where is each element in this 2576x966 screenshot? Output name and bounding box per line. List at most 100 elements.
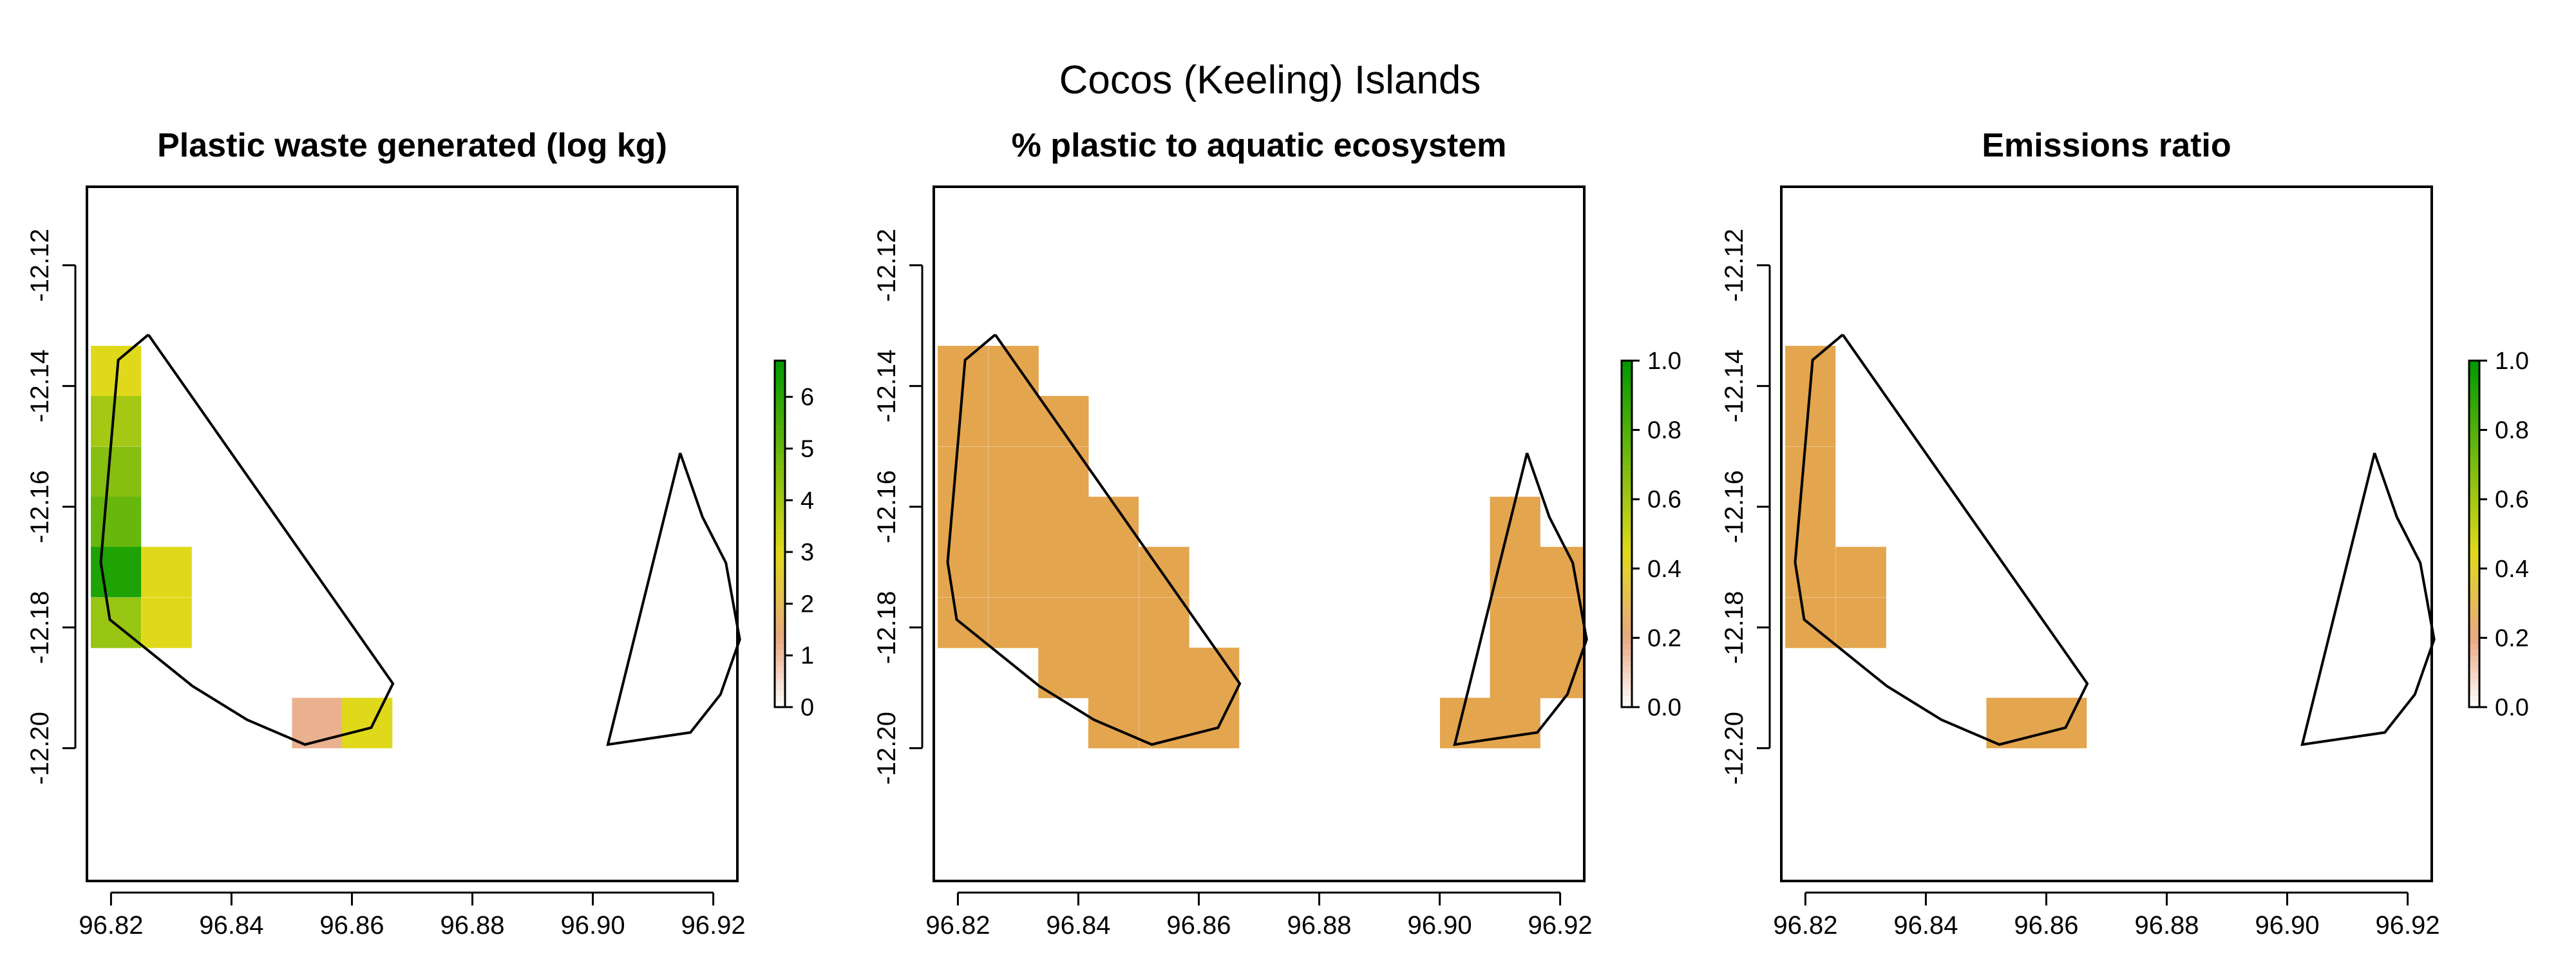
legend-swatch: [2469, 534, 2479, 540]
legend-swatch: [2469, 441, 2479, 448]
legend-swatch: [1622, 493, 1632, 500]
legend-swatch: [1622, 690, 1632, 696]
legend-swatch: [775, 412, 785, 419]
legend-swatch: [2469, 447, 2479, 454]
legend-swatch: [2469, 603, 2479, 610]
legend-swatch: [2469, 672, 2479, 679]
legend-swatch: [1622, 545, 1632, 552]
legend-swatch: [775, 476, 785, 483]
y-tick-label: -12.12: [26, 229, 54, 301]
legend-swatch: [1622, 620, 1632, 627]
y-tick-label: -12.16: [873, 470, 901, 543]
legend-swatch: [775, 562, 785, 569]
legend-swatch: [2469, 435, 2479, 442]
raster-cell: [988, 446, 1039, 497]
legend-swatch: [1622, 505, 1632, 511]
legend-swatch: [1622, 488, 1632, 495]
raster-cell: [988, 597, 1039, 649]
raster-cell: [1189, 697, 1240, 748]
raster-cell: [1038, 547, 1089, 598]
legend-swatch: [775, 574, 785, 581]
legend-swatch: [775, 661, 785, 668]
legend-swatch: [775, 389, 785, 396]
legend-swatch: [775, 620, 785, 627]
raster-cell: [91, 446, 142, 497]
legend-swatch: [1622, 522, 1632, 529]
y-tick-label: -12.18: [1720, 591, 1748, 664]
legend-tick-label: 0.0: [2495, 694, 2529, 721]
legend-swatch: [2469, 696, 2479, 702]
legend-swatch: [775, 377, 785, 384]
legend-swatch: [2469, 511, 2479, 517]
raster-cell: [1785, 395, 1836, 447]
legend-swatch: [1622, 597, 1632, 604]
raster-cell: [1038, 446, 1089, 497]
panel-1: Plastic waste generated (log kg) 96.82 96.…: [26, 127, 814, 940]
legend-swatch: [1622, 406, 1632, 413]
legend-swatch: [1622, 661, 1632, 668]
legend-swatch: [2469, 545, 2479, 552]
legend-swatch: [2469, 522, 2479, 529]
legend-swatch: [1622, 470, 1632, 477]
raster-cell: [938, 497, 989, 547]
raster-cell: [91, 395, 142, 447]
legend-swatch: [775, 441, 785, 448]
legend-swatch: [1622, 482, 1632, 489]
raster-cell: [1835, 597, 1886, 649]
raster-cell: [1088, 697, 1139, 748]
legend-swatch: [1622, 383, 1632, 390]
legend-swatch: [2469, 632, 2479, 639]
legend-tick-label: 0.4: [1647, 556, 1681, 583]
y-tick-label: -12.12: [873, 229, 901, 301]
legend-swatch: [775, 470, 785, 477]
legend-swatch: [2469, 609, 2479, 616]
legend-swatch: [1622, 366, 1632, 373]
legend-swatch: [775, 482, 785, 489]
legend-swatch: [2469, 568, 2479, 575]
raster-cell: [141, 597, 192, 649]
legend-swatch: [775, 591, 785, 598]
island-outline: [946, 334, 1242, 746]
legend-swatch: [1622, 447, 1632, 454]
legend-tick-label: 3: [800, 539, 814, 566]
y-tick-label: -12.14: [873, 350, 901, 422]
legend-frame: [773, 359, 786, 708]
legend-tick-label: 0.0: [1647, 694, 1681, 721]
island-outline: [2300, 452, 2436, 746]
legend-swatch: [1622, 389, 1632, 396]
legend-tick-label: 1.0: [2495, 348, 2529, 375]
panel-3: Emissions ratio 96.82 96.84 96.86 96.88 96.90…: [1720, 127, 2529, 940]
legend-swatch: [775, 372, 785, 379]
legend-swatch: [1622, 464, 1632, 471]
x-tick-label: 96.88: [2134, 911, 2199, 940]
legend-swatch: [775, 424, 785, 431]
legend-swatch: [1622, 556, 1632, 564]
raster-cells: [1785, 346, 2087, 748]
x-tick-label: 96.88: [1287, 911, 1351, 940]
legend-swatch: [775, 499, 785, 506]
island-outline: [99, 334, 395, 746]
legend-swatch: [1622, 638, 1632, 645]
legend-swatch: [775, 511, 785, 517]
legend-swatch: [2469, 383, 2479, 390]
legend-swatch: [775, 539, 785, 546]
legend-swatch: [1622, 603, 1632, 610]
legend-swatch: [2469, 591, 2479, 598]
legend-swatch: [775, 603, 785, 610]
legend-swatch: [775, 453, 785, 460]
legend-swatch: [1622, 418, 1632, 425]
legend-swatch: [2469, 430, 2479, 437]
panel-title: % plastic to aquatic ecosystem: [1012, 127, 1507, 164]
raster-cell: [1540, 597, 1584, 649]
raster-cell: [1139, 647, 1189, 699]
legend-swatch: [1622, 672, 1632, 679]
legend-swatch: [775, 626, 785, 633]
legend-swatch: [1622, 614, 1632, 621]
legend-swatch: [775, 678, 785, 685]
legend-swatch: [2469, 361, 2479, 367]
raster-cell: [1785, 547, 1836, 598]
raster-cell: [938, 395, 989, 447]
y-tick-label: -12.20: [26, 712, 54, 784]
x-tick-label: 96.82: [925, 911, 990, 940]
raster-cell: [1986, 697, 2037, 748]
